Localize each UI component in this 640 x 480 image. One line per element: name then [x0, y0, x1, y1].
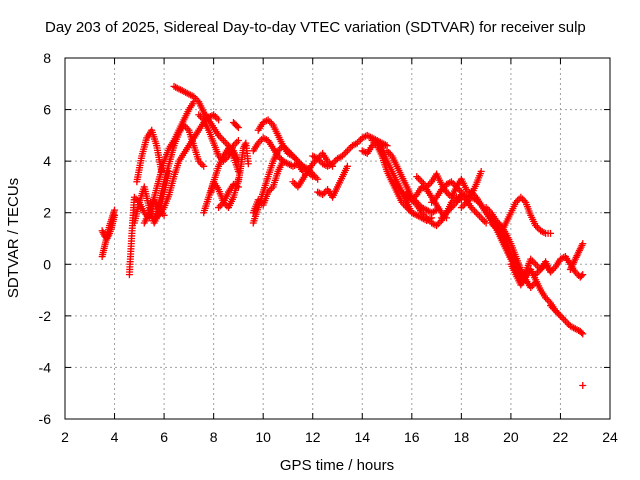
data-point	[310, 153, 318, 161]
data-point	[343, 147, 351, 155]
data-point	[279, 157, 287, 165]
x-tick-label: 14	[354, 429, 370, 445]
data-point	[343, 162, 351, 170]
data-point	[578, 272, 586, 280]
data-point	[474, 210, 482, 218]
data-point	[317, 190, 325, 198]
data-point	[342, 149, 350, 157]
data-point	[563, 319, 571, 327]
data-point	[345, 145, 353, 153]
data-point	[234, 137, 242, 145]
y-tick-label: 4	[43, 153, 51, 169]
data-point	[233, 122, 241, 130]
data-point	[413, 173, 421, 181]
data-point	[547, 229, 555, 237]
x-tick-label: 20	[503, 429, 519, 445]
data-point	[223, 140, 231, 148]
y-tick-label: 2	[43, 205, 51, 221]
data-point	[579, 330, 587, 338]
data-point	[233, 138, 241, 146]
data-point	[560, 315, 568, 323]
data-point	[579, 271, 587, 279]
data-point	[418, 178, 426, 186]
data-point	[555, 310, 563, 318]
data-point	[215, 204, 223, 212]
data-point	[424, 216, 432, 224]
data-point	[111, 211, 119, 219]
data-point	[579, 240, 587, 248]
data-point	[218, 135, 226, 143]
data-point	[211, 112, 219, 120]
data-point	[578, 329, 586, 337]
x-tick-label: 2	[61, 429, 69, 445]
y-axis-title: SDTVAR / TECUs	[5, 178, 22, 298]
y-tick-label: 8	[43, 50, 51, 66]
data-point	[215, 116, 223, 124]
data-point	[540, 228, 548, 236]
data-point	[314, 175, 322, 183]
x-axis-title: GPS time / hours	[280, 457, 394, 474]
y-tick-label: -6	[39, 411, 52, 427]
data-point	[289, 178, 297, 186]
data-point	[517, 193, 525, 201]
x-tick-label: 18	[454, 429, 470, 445]
data-point	[477, 214, 485, 222]
x-tick-label: 16	[404, 429, 420, 445]
x-tick-label: 10	[255, 429, 271, 445]
data-point	[446, 179, 454, 187]
data-point	[262, 117, 270, 125]
data-point	[416, 176, 424, 184]
chart-title: Day 203 of 2025, Sidereal Day-to-day VTE…	[45, 19, 586, 36]
data-point	[233, 182, 241, 190]
data-points	[98, 82, 587, 389]
data-point	[477, 167, 485, 175]
data-point	[471, 207, 479, 215]
x-tick-label: 6	[160, 429, 168, 445]
x-tick-label: 22	[553, 429, 569, 445]
data-point	[476, 212, 484, 220]
data-point	[561, 317, 569, 325]
data-point	[221, 138, 229, 146]
x-tick-label: 12	[305, 429, 321, 445]
data-point	[414, 174, 422, 182]
x-tick-label: 8	[210, 429, 218, 445]
data-point	[434, 220, 442, 228]
x-tick-label: 24	[602, 429, 618, 445]
data-point	[472, 209, 480, 217]
grid	[65, 58, 610, 419]
data-point	[220, 137, 228, 145]
data-point	[579, 381, 587, 389]
data-point	[234, 124, 242, 132]
data-point	[556, 312, 564, 320]
data-point	[558, 314, 566, 322]
data-point	[431, 221, 439, 229]
y-tick-label: -4	[39, 359, 52, 375]
data-point	[198, 161, 206, 169]
plot-frame	[64, 57, 611, 420]
data-point	[266, 118, 274, 126]
data-point	[518, 195, 526, 203]
y-tick-label: -2	[39, 308, 52, 324]
data-point	[200, 162, 208, 170]
data-point	[457, 204, 465, 212]
y-tick-label: 0	[43, 256, 51, 272]
x-tick-label: 4	[111, 429, 119, 445]
data-point	[244, 160, 252, 168]
y-tick-label: 6	[43, 102, 51, 118]
